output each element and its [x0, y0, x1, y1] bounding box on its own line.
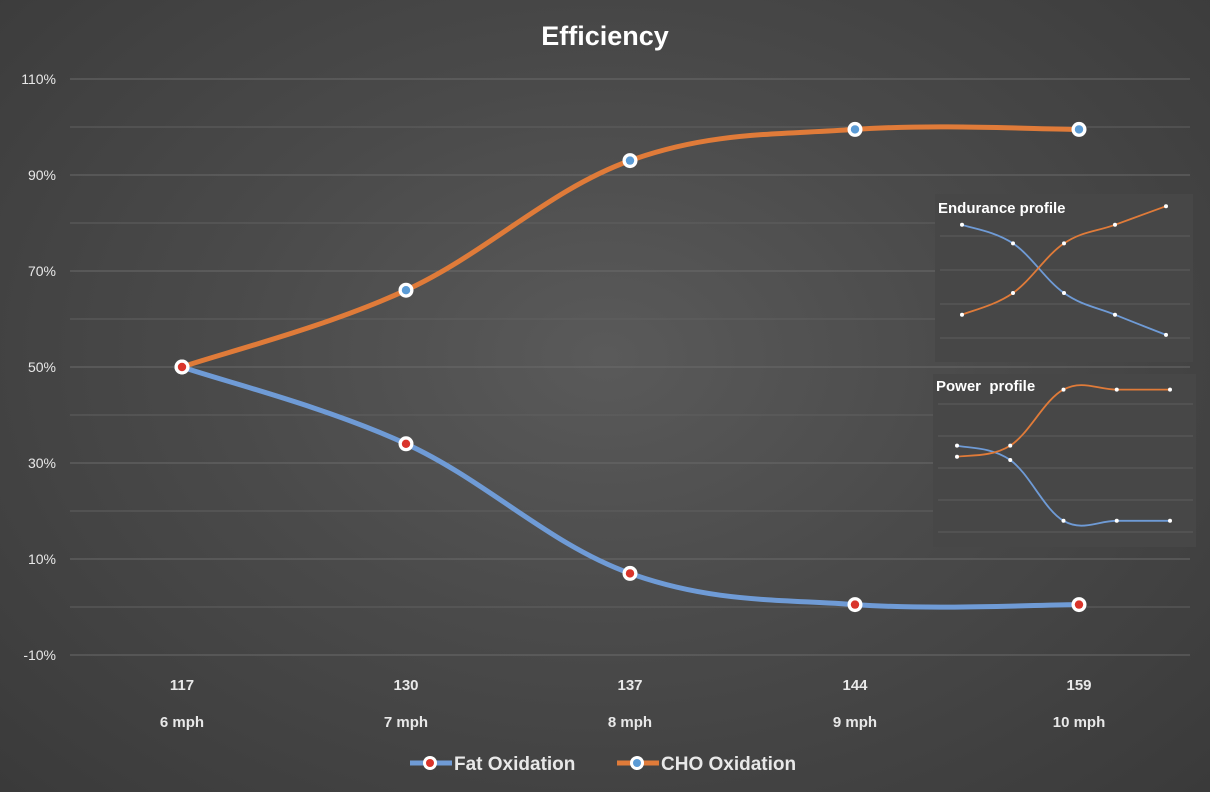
- inset-data-point: [1114, 387, 1119, 392]
- endurance-profile-inset: Endurance profile: [935, 194, 1193, 362]
- inset-data-point: [1008, 458, 1013, 462]
- power-inset-background: [933, 374, 1196, 547]
- inset-data-point: [1061, 387, 1066, 392]
- inset-data-point: [955, 443, 959, 448]
- data-point-center: [850, 125, 860, 134]
- y-tick-label: 110%: [21, 71, 56, 87]
- legend-marker-center: [426, 759, 434, 767]
- x-tick-label: 130: [393, 677, 418, 694]
- data-point-center: [625, 569, 635, 578]
- x-tick-label: 137: [617, 677, 642, 694]
- data-point-center: [1074, 125, 1084, 134]
- y-tick-label: 90%: [28, 167, 56, 183]
- x-tick-label: 117: [170, 677, 194, 694]
- x-tick-sublabel: 9 mph: [833, 714, 877, 731]
- main-plot-area: [174, 121, 1087, 613]
- inset-data-point: [1114, 518, 1119, 523]
- endurance-inset-background: [935, 194, 1193, 362]
- x-tick-label: 144: [842, 677, 868, 694]
- data-point-center: [625, 156, 635, 165]
- inset-data-point: [1062, 291, 1066, 295]
- legend-label: Fat Oxidation: [454, 754, 575, 775]
- inset-data-point: [1168, 518, 1172, 523]
- inset-data-point: [1061, 518, 1066, 523]
- inset-data-point: [1164, 204, 1168, 209]
- inset-data-point: [1011, 291, 1015, 295]
- y-tick-label: 10%: [28, 551, 56, 567]
- inset-data-point: [1062, 241, 1066, 246]
- inset-data-point: [955, 454, 959, 459]
- x-tick-sublabel: 8 mph: [608, 714, 652, 731]
- data-point-center: [850, 600, 860, 609]
- legend: Fat Oxidation CHO Oxidation: [410, 754, 796, 775]
- y-tick-label: 70%: [28, 263, 56, 279]
- legend-marker-center: [633, 759, 641, 767]
- x-tick-label: 159: [1066, 677, 1091, 694]
- data-point-center: [1074, 600, 1084, 609]
- y-tick-label: -10%: [23, 647, 56, 663]
- main-x-axis: 117 6 mph 130 7 mph 137 8 mph 144 9 mph 159 10 mp…: [160, 677, 1105, 731]
- x-tick-sublabel: 7 mph: [384, 714, 428, 731]
- inset-data-point: [960, 312, 964, 317]
- inset-data-point: [1113, 312, 1117, 317]
- inset-data-point: [1164, 332, 1168, 337]
- data-point-center: [401, 439, 411, 448]
- inset-data-point: [960, 222, 964, 227]
- inset-data-point: [1168, 387, 1172, 392]
- legend-label: CHO Oxidation: [661, 754, 796, 775]
- power-inset-title: Power profile: [936, 378, 1035, 395]
- data-point-center: [177, 362, 187, 372]
- y-tick-label: 50%: [28, 359, 56, 375]
- x-tick-sublabel: 10 mph: [1053, 714, 1106, 731]
- inset-data-point: [1008, 443, 1013, 448]
- chart-title: Efficiency: [541, 21, 669, 51]
- y-tick-label: 30%: [28, 455, 56, 471]
- data-point-center: [401, 286, 411, 295]
- x-tick-sublabel: 6 mph: [160, 714, 204, 731]
- endurance-inset-title: Endurance profile: [938, 200, 1066, 217]
- power-profile-inset: Power profile: [933, 374, 1196, 547]
- inset-data-point: [1113, 222, 1117, 227]
- main-y-axis: -10% 10% 30% 50% 70% 90% 110%: [21, 71, 56, 663]
- inset-data-point: [1011, 241, 1015, 246]
